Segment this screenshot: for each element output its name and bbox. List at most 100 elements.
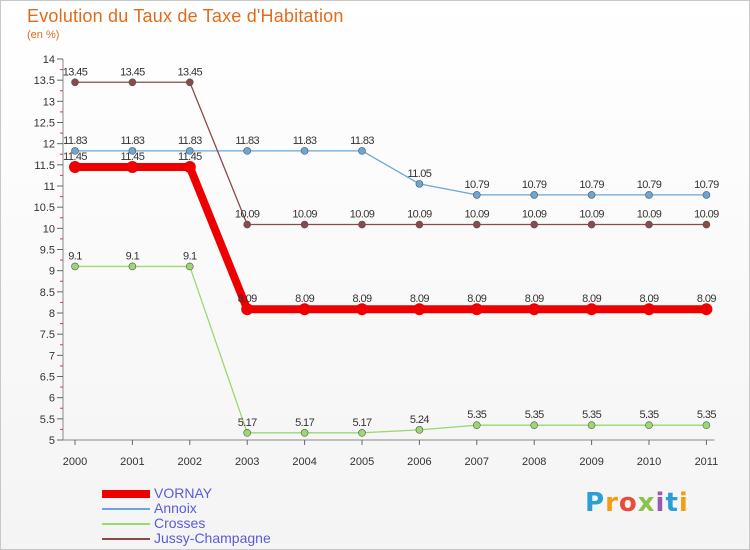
y-tick-label: 6	[49, 393, 55, 405]
data-label: 10.79	[579, 179, 604, 191]
data-label: 10.09	[637, 209, 662, 221]
legend-label: Crosses	[154, 515, 206, 531]
legend-label: Jussy-Champagne	[154, 530, 271, 546]
data-point	[587, 220, 596, 229]
data-label: 5.35	[639, 409, 658, 421]
series-layer	[69, 78, 713, 437]
data-label: 10.09	[579, 209, 604, 221]
series-line-crosses	[74, 265, 708, 434]
logo-letter: i	[678, 488, 689, 518]
x-tick-label: 2000	[63, 456, 87, 468]
data-label: 10.09	[694, 209, 719, 221]
data-point	[530, 191, 539, 199]
data-label: 11.45	[121, 151, 145, 163]
data-label: 11.83	[178, 135, 202, 147]
legend-label: VORNAY	[154, 485, 213, 501]
data-point	[71, 147, 79, 155]
data-point	[585, 303, 598, 316]
data-point	[587, 191, 596, 199]
y-tick-label: 7	[49, 350, 55, 362]
data-point	[470, 303, 483, 316]
data-point	[645, 421, 653, 429]
y-tick-label: 10	[43, 223, 55, 235]
data-label: 11.83	[63, 135, 87, 147]
logo-letter: r	[605, 488, 619, 518]
data-point	[702, 191, 711, 199]
data-point	[530, 421, 539, 429]
data-label: 10.09	[407, 209, 432, 221]
data-label: 11.83	[350, 135, 374, 147]
x-tick-label: 2002	[178, 456, 202, 468]
x-tick-label: 2008	[522, 456, 546, 468]
data-label: 10.79	[694, 179, 719, 191]
x-tick-label: 2004	[292, 456, 316, 468]
data-label: 8.09	[525, 293, 544, 305]
data-point	[702, 220, 711, 229]
data-point	[415, 220, 424, 229]
data-labels-layer: 11.45 11.45 11.45 8.09 8.09 8.09 8.09 8.09 8.09 8…	[63, 66, 720, 429]
data-label: 8.09	[238, 293, 257, 305]
y-tick-label: 5	[49, 435, 55, 447]
logo-letter: P	[585, 488, 606, 518]
y-tick-label: 7.5	[40, 329, 55, 341]
data-point	[128, 78, 137, 87]
data-label: 9.1	[183, 250, 197, 262]
data-label: 10.09	[292, 209, 317, 221]
series-line-annoix	[74, 150, 708, 196]
x-tick-label: 2010	[637, 456, 661, 468]
legend-swatch	[102, 538, 150, 540]
logo-letter: o	[618, 488, 638, 518]
data-label: 8.09	[467, 293, 486, 305]
data-point	[415, 426, 424, 434]
x-tick-label: 2007	[465, 456, 489, 468]
y-tick-label: 14	[43, 54, 55, 66]
data-point	[126, 160, 139, 173]
data-point	[702, 421, 711, 429]
y-tick-label: 6.5	[40, 372, 55, 384]
data-label: 11.83	[121, 135, 145, 147]
data-point	[128, 262, 137, 271]
x-tick-label: 2011	[695, 456, 719, 468]
y-tick-label: 8	[49, 308, 55, 320]
x-tick-label: 2009	[579, 456, 603, 468]
data-label: 11.83	[293, 135, 317, 147]
data-label: 11.45	[63, 151, 87, 163]
data-point	[183, 160, 196, 173]
data-point	[243, 147, 251, 155]
data-label: 9.1	[126, 250, 140, 262]
data-point	[645, 191, 653, 199]
data-point	[413, 303, 426, 316]
data-point	[71, 262, 79, 271]
data-point	[243, 220, 251, 229]
legend-label: Annoix	[154, 500, 197, 516]
data-point	[645, 220, 653, 229]
data-point	[186, 78, 194, 87]
data-label: 13.45	[178, 66, 203, 78]
legend-swatch	[102, 523, 150, 525]
logo-letter: t	[665, 488, 679, 518]
series-line-vornay	[71, 162, 711, 314]
data-point	[300, 147, 309, 155]
data-label: 10.09	[350, 209, 375, 221]
x-tick-label: 2001	[120, 456, 144, 468]
data-label: 5.35	[582, 409, 601, 421]
data-point	[186, 147, 194, 155]
data-label: 11.45	[178, 151, 202, 163]
data-label: 11.83	[235, 135, 259, 147]
y-tick-label: 11	[44, 181, 55, 193]
legend-swatch	[102, 490, 150, 498]
data-point	[186, 262, 194, 271]
data-point	[241, 303, 254, 316]
data-point	[298, 303, 311, 316]
data-label: 13.45	[63, 66, 88, 78]
data-point	[700, 303, 713, 316]
data-point	[128, 147, 137, 155]
data-point	[243, 429, 251, 437]
data-label: 8.09	[352, 293, 371, 305]
data-label: 11.05	[408, 168, 432, 180]
data-label: 10.79	[465, 179, 490, 191]
logo-letter: i	[655, 488, 666, 518]
data-label: 5.35	[697, 409, 716, 421]
y-tick-label: 13	[43, 96, 55, 108]
proxiti-logo: Proxiti	[585, 488, 689, 518]
